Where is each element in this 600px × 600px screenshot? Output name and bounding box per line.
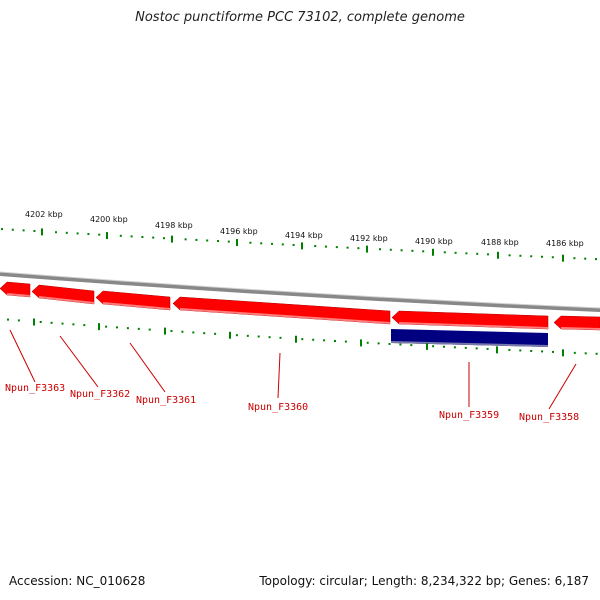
- gene-arrow[interactable]: [553, 315, 600, 331]
- scale-label: 4190 kbp: [415, 237, 453, 246]
- gene-label[interactable]: Npun_F3363: [5, 383, 65, 394]
- inner-ticks: [7, 318, 598, 357]
- scale-label: 4196 kbp: [220, 227, 258, 236]
- scale-label: 4186 kbp: [546, 239, 584, 248]
- label-leader-line: [9, 329, 36, 383]
- gene-arrow[interactable]: [172, 296, 391, 325]
- scale-label: 4198 kbp: [155, 221, 193, 230]
- gene-track: [0, 281, 600, 347]
- scale-label: 4194 kbp: [285, 231, 323, 240]
- scale-labels: 4202 kbp 4200 kbp 4198 kbp 4196 kbp 4194 kbp…: [25, 210, 584, 248]
- gene-label[interactable]: Npun_F3359: [439, 410, 499, 421]
- gene-label[interactable]: Npun_F3360: [248, 402, 308, 413]
- scale-label: 4200 kbp: [90, 215, 128, 224]
- label-leader-line: [277, 352, 281, 399]
- label-leader-line: [129, 342, 166, 393]
- accession-text: Accession: NC_010628: [9, 574, 146, 588]
- reverse-gene-bar[interactable]: [391, 329, 548, 347]
- label-leader-line: [59, 335, 99, 388]
- scale-label: 4202 kbp: [25, 210, 63, 219]
- gene-label[interactable]: Npun_F3361: [136, 395, 196, 406]
- genome-title: Nostoc punctiforme PCC 73102, complete g…: [135, 10, 465, 25]
- gene-arrow[interactable]: [391, 310, 549, 330]
- genome-summary: Topology: circular; Length: 8,234,322 bp…: [259, 574, 589, 588]
- gene-arrow[interactable]: [31, 284, 95, 305]
- gene-arrow[interactable]: [95, 290, 171, 311]
- gene-label[interactable]: Npun_F3362: [70, 389, 130, 400]
- label-leader-line: [548, 363, 577, 410]
- scale-label: 4192 kbp: [350, 234, 388, 243]
- scale-label: 4188 kbp: [481, 238, 519, 247]
- gene-label[interactable]: Npun_F3358: [519, 412, 579, 423]
- genome-backbone: [0, 272, 600, 312]
- genome-backbone-highlight: [0, 271, 600, 309]
- gene-labels: Npun_F3363 Npun_F3362 Npun_F3361 Npun_F3360…: [5, 329, 579, 423]
- gene-arrow[interactable]: [0, 281, 31, 298]
- scale-ticks: [1, 228, 597, 262]
